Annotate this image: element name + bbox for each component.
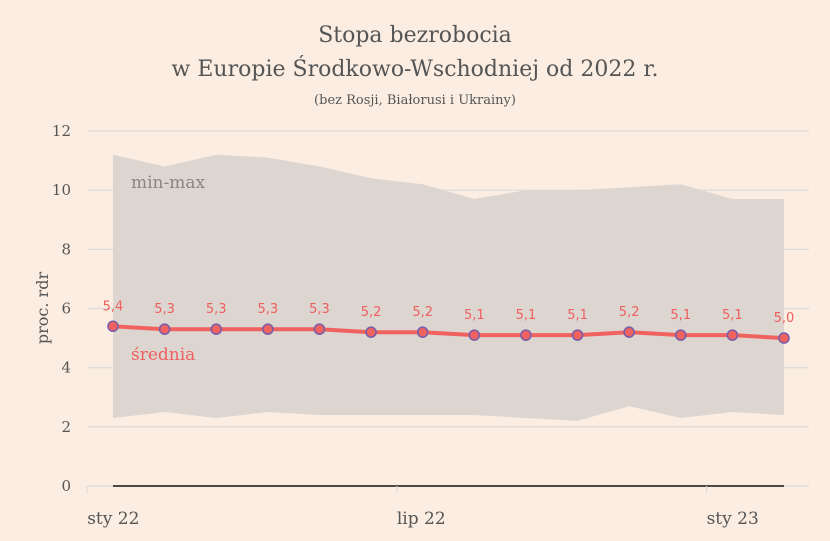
data-point — [674, 329, 687, 341]
data-point — [107, 320, 119, 333]
y-axis-ticks: 0 2 4 6 8 10 12 — [52, 122, 71, 495]
data-point — [158, 323, 171, 336]
data-point — [571, 329, 584, 341]
title-line-1: Stopa bezrobocia — [318, 23, 512, 48]
data-label: 5,1 — [464, 308, 485, 323]
average-line — [111, 324, 786, 341]
x-tick-label: sty 23 — [707, 509, 759, 529]
data-label: 5,1 — [722, 308, 743, 323]
y-tick-label: 2 — [61, 418, 71, 436]
data-label: 5,3 — [154, 302, 175, 317]
data-point — [468, 329, 481, 341]
y-axis-title: proc. rdr — [33, 272, 52, 345]
data-label: 5,1 — [567, 308, 588, 323]
data-label: 5,3 — [309, 302, 330, 317]
data-point — [313, 323, 326, 336]
data-label: 5,3 — [206, 302, 227, 317]
data-label: 5,2 — [412, 305, 433, 320]
average-markers-layer — [107, 320, 790, 344]
x-axis-ticks: sty 22 lip 22 sty 23 — [86, 486, 759, 529]
data-label: 5,4 — [103, 299, 124, 314]
data-label: 5,3 — [258, 302, 279, 317]
data-point — [726, 329, 739, 341]
subtitle: (bez Rosji, Białorusi i Ukrainy) — [314, 93, 516, 108]
data-point — [210, 323, 223, 336]
data-point — [416, 326, 429, 338]
title-line-2: w Europie Środkowo-Wschodniej od 2022 r. — [172, 55, 659, 82]
average-line-layer — [111, 324, 786, 341]
data-label: 5,2 — [619, 305, 640, 320]
y-tick-label: 0 — [61, 477, 71, 495]
y-tick-label: 10 — [52, 181, 71, 199]
data-point — [520, 329, 532, 341]
y-tick-label: 6 — [61, 300, 71, 318]
data-point — [262, 323, 274, 336]
data-point — [778, 332, 790, 344]
y-tick-label: 12 — [52, 122, 71, 140]
data-point — [365, 326, 377, 338]
min-max-band — [113, 154, 784, 421]
data-label: 5,1 — [516, 308, 537, 323]
min-max-annotation: min-max — [131, 173, 206, 193]
x-tick-label: sty 22 — [87, 509, 139, 529]
y-tick-label: 4 — [61, 359, 71, 377]
y-tick-label: 8 — [61, 240, 71, 258]
data-label: 5,1 — [670, 308, 691, 323]
average-annotation: średnia — [131, 345, 195, 365]
data-labels-layer: 5,4 5,3 5,3 5,3 5,3 5,2 5,2 5,1 5,1 5,1 5,2 5,1 5,1 5… — [103, 299, 795, 326]
data-label: 5,2 — [361, 305, 382, 320]
data-point — [623, 326, 635, 338]
chart-title: Stopa bezrobocia w Europie Środkowo-Wsch… — [172, 23, 659, 108]
min-max-band-layer — [113, 154, 784, 421]
x-tick-label: lip 22 — [397, 509, 446, 529]
data-label: 5,0 — [774, 311, 795, 326]
